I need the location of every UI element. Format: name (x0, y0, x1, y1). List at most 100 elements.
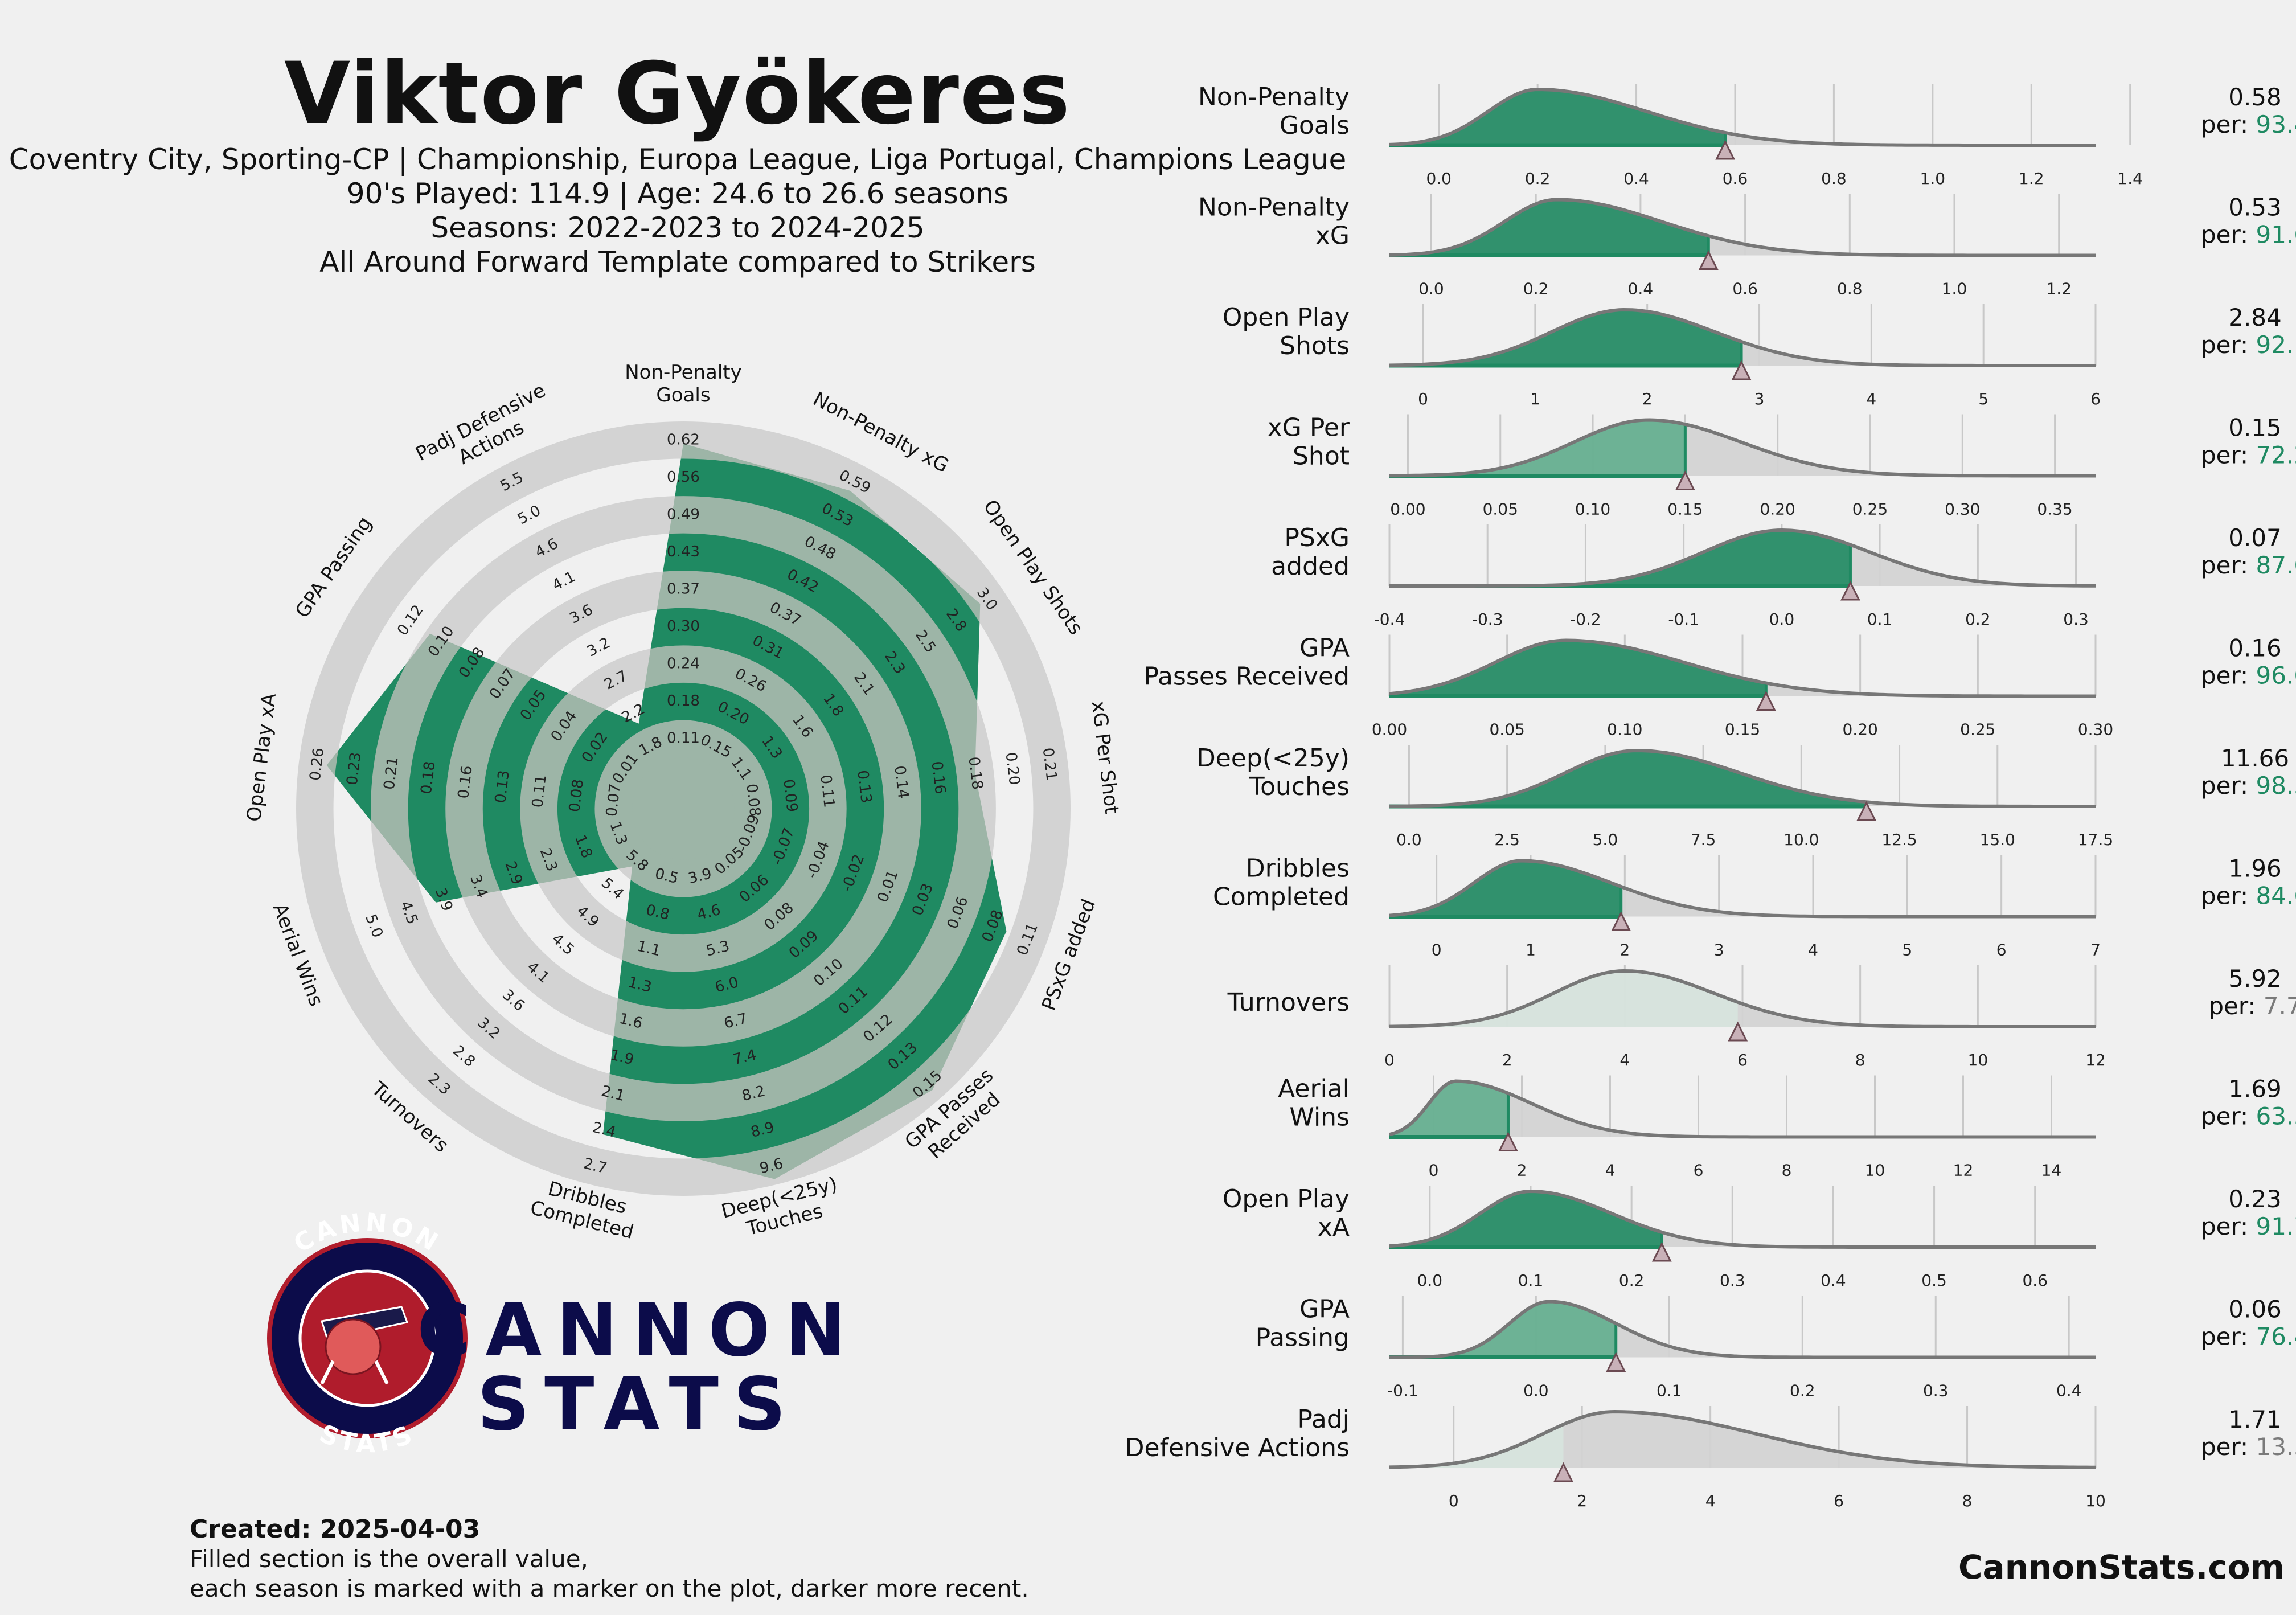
x-tick-label: 0.8 (1821, 169, 1847, 188)
row-label: Turnovers (1227, 988, 1350, 1017)
x-tick-label: 2 (1517, 1161, 1527, 1180)
radar-tick-label: 0.07 (603, 783, 624, 818)
radar-tick-label: 0.13 (854, 769, 875, 804)
value-label: 1.71 (2228, 1405, 2282, 1433)
season-marker (1498, 1132, 1518, 1151)
radar-tick-label: 0.21 (1039, 747, 1060, 781)
density-curve (1389, 418, 2096, 478)
radar-axis-label: Open Play xA (243, 692, 281, 823)
x-tick-label: 0.0 (1418, 280, 1444, 298)
x-tick-label: 0.05 (1483, 500, 1518, 519)
played-line: 90's Played: 114.9 | Age: 24.6 to 26.6 s… (346, 177, 1009, 210)
density-curve (1389, 1409, 2096, 1469)
season-marker (1728, 1021, 1748, 1042)
radar-tick-label: 0.56 (667, 469, 700, 486)
x-tick-label: -0.1 (1668, 610, 1699, 629)
row-label: Padj Defensive Actions (1125, 1405, 1350, 1462)
radar-axis-label: Non-Penalty Goals (625, 361, 742, 407)
season-marker (1856, 801, 1877, 821)
x-tick-label: 0 (1449, 1491, 1459, 1510)
value-label: 0.53 (2228, 194, 2282, 222)
site-link[interactable]: CannonStats.com (1958, 1548, 2285, 1587)
x-tick-label: 6 (1737, 1051, 1748, 1069)
created-date: Created: 2025-04-03 (190, 1515, 481, 1544)
dist-row: 0.0 0.2 0.4 0.6 0.8 1.0 1.2 Non-Penalty xG 0.53pe… (1198, 193, 2296, 298)
radar-tick-label: 5.0 (362, 912, 386, 940)
x-tick-label: 1 (1526, 941, 1536, 960)
radar-chart: 0.11 0.18 0.24 0.30 0.37 0.43 0.49 0.56 0.62 Non-… (243, 361, 1123, 1244)
x-tick-label: 0.6 (2022, 1271, 2048, 1290)
x-tick-label: 10 (1968, 1051, 1988, 1069)
percentile-label: per: 76.4 (2201, 1323, 2296, 1351)
x-tick-label: 0.20 (1760, 500, 1795, 519)
header: Viktor Gyökeres Coventry City, Sporting-… (0, 46, 1355, 279)
dist-row: 0.00 0.05 0.10 0.15 0.20 0.25 0.30 0.35 xG Per Sh… (1268, 413, 2296, 519)
x-tick-label: 0.0 (1769, 610, 1795, 629)
x-tick-label: 0.30 (1945, 500, 1980, 519)
x-tick-label: 5.0 (1593, 830, 1618, 849)
x-tick-label: 0.2 (1619, 1271, 1645, 1290)
x-tick-label: 0.4 (1623, 169, 1649, 188)
row-label: Non-Penalty Goals (1198, 83, 1350, 140)
x-tick-label: 0.5 (1921, 1271, 1947, 1290)
density-filled (1389, 1301, 1616, 1358)
season-marker (1715, 140, 1736, 160)
density-curve (1389, 1079, 2096, 1139)
row-label: Open Play Shots (1223, 303, 1350, 360)
x-tick-label: 0 (1384, 1051, 1395, 1069)
value-label: 0.23 (2228, 1185, 2282, 1213)
x-tick-label: 1.2 (2046, 280, 2072, 298)
x-tick-label: 10.0 (1784, 830, 1819, 849)
x-tick-label: 0.8 (1837, 280, 1863, 298)
x-tick-label: 0.25 (1960, 720, 1995, 739)
x-tick-label: 0 (1432, 941, 1442, 960)
x-tick-label: 0.30 (2078, 720, 2113, 739)
x-tick-label: 0.2 (1790, 1382, 1815, 1400)
x-tick-label: -0.1 (1387, 1382, 1418, 1400)
radar-band (408, 533, 959, 1084)
density-filled (1389, 530, 1851, 586)
value-label: 1.69 (2228, 1075, 2282, 1103)
x-tick-label: 0.0 (1523, 1382, 1549, 1400)
footer-note-2: each season is marked with a marker on t… (190, 1575, 1029, 1602)
cannon-stats-logo: CANNON STATS CANNON STATS (267, 1208, 846, 1458)
density-curve (1389, 528, 2096, 588)
x-tick-label: 4 (1605, 1161, 1616, 1180)
density-curve (1389, 1189, 2096, 1249)
percentile-label: per: 7.7 (2208, 992, 2296, 1020)
x-tick-label: 0.0 (1426, 169, 1452, 188)
x-tick-label: 8 (1855, 1051, 1866, 1069)
x-tick-label: 12 (1953, 1161, 1974, 1180)
x-tick-label: 0.2 (1525, 169, 1551, 188)
radar-tick-label: 0.08 (743, 783, 764, 818)
x-tick-label: 3 (1714, 941, 1724, 960)
x-tick-label: 1.0 (1942, 280, 1967, 298)
radar-tick-label: 0.24 (667, 655, 700, 673)
x-tick-label: 0.1 (1657, 1382, 1682, 1400)
density-filled (1389, 860, 1621, 917)
radar-tick-label: 0.11 (667, 730, 700, 747)
radar-tick-label: 0.18 (965, 756, 986, 790)
x-tick-label: 0.2 (1523, 280, 1549, 298)
dist-row: 0.0 2.5 5.0 7.5 10.0 12.5 15.0 17.5 Deep(<25y) To… (1196, 744, 2296, 849)
radar-tick-label: 3.6 (499, 986, 528, 1015)
x-tick-label: 15.0 (1980, 830, 2015, 849)
percentile-label: per: 93.4 (2201, 110, 2296, 138)
percentile-label: per: 96.6 (2201, 662, 2296, 690)
radar-tick-label: 0.11 (529, 774, 550, 809)
x-tick-label: 0.4 (1821, 1271, 1846, 1290)
season-marker (1731, 360, 1752, 380)
radar-band (557, 682, 810, 935)
x-tick-label: 3 (1754, 390, 1765, 408)
x-tick-label: 0 (1429, 1161, 1439, 1180)
seasons-line: Seasons: 2022-2023 to 2024-2025 (430, 211, 925, 244)
x-tick-label: 1.2 (2019, 169, 2044, 188)
radar-tick-label: 0.23 (344, 751, 365, 786)
density-filled (1389, 199, 1709, 256)
row-label: Deep(<25y) Touches (1196, 744, 1350, 801)
footer: Created: 2025-04-03 Filled section is th… (190, 1515, 1029, 1604)
radar-tick-label: 2.8 (449, 1042, 478, 1071)
density-filled (1389, 310, 1742, 366)
